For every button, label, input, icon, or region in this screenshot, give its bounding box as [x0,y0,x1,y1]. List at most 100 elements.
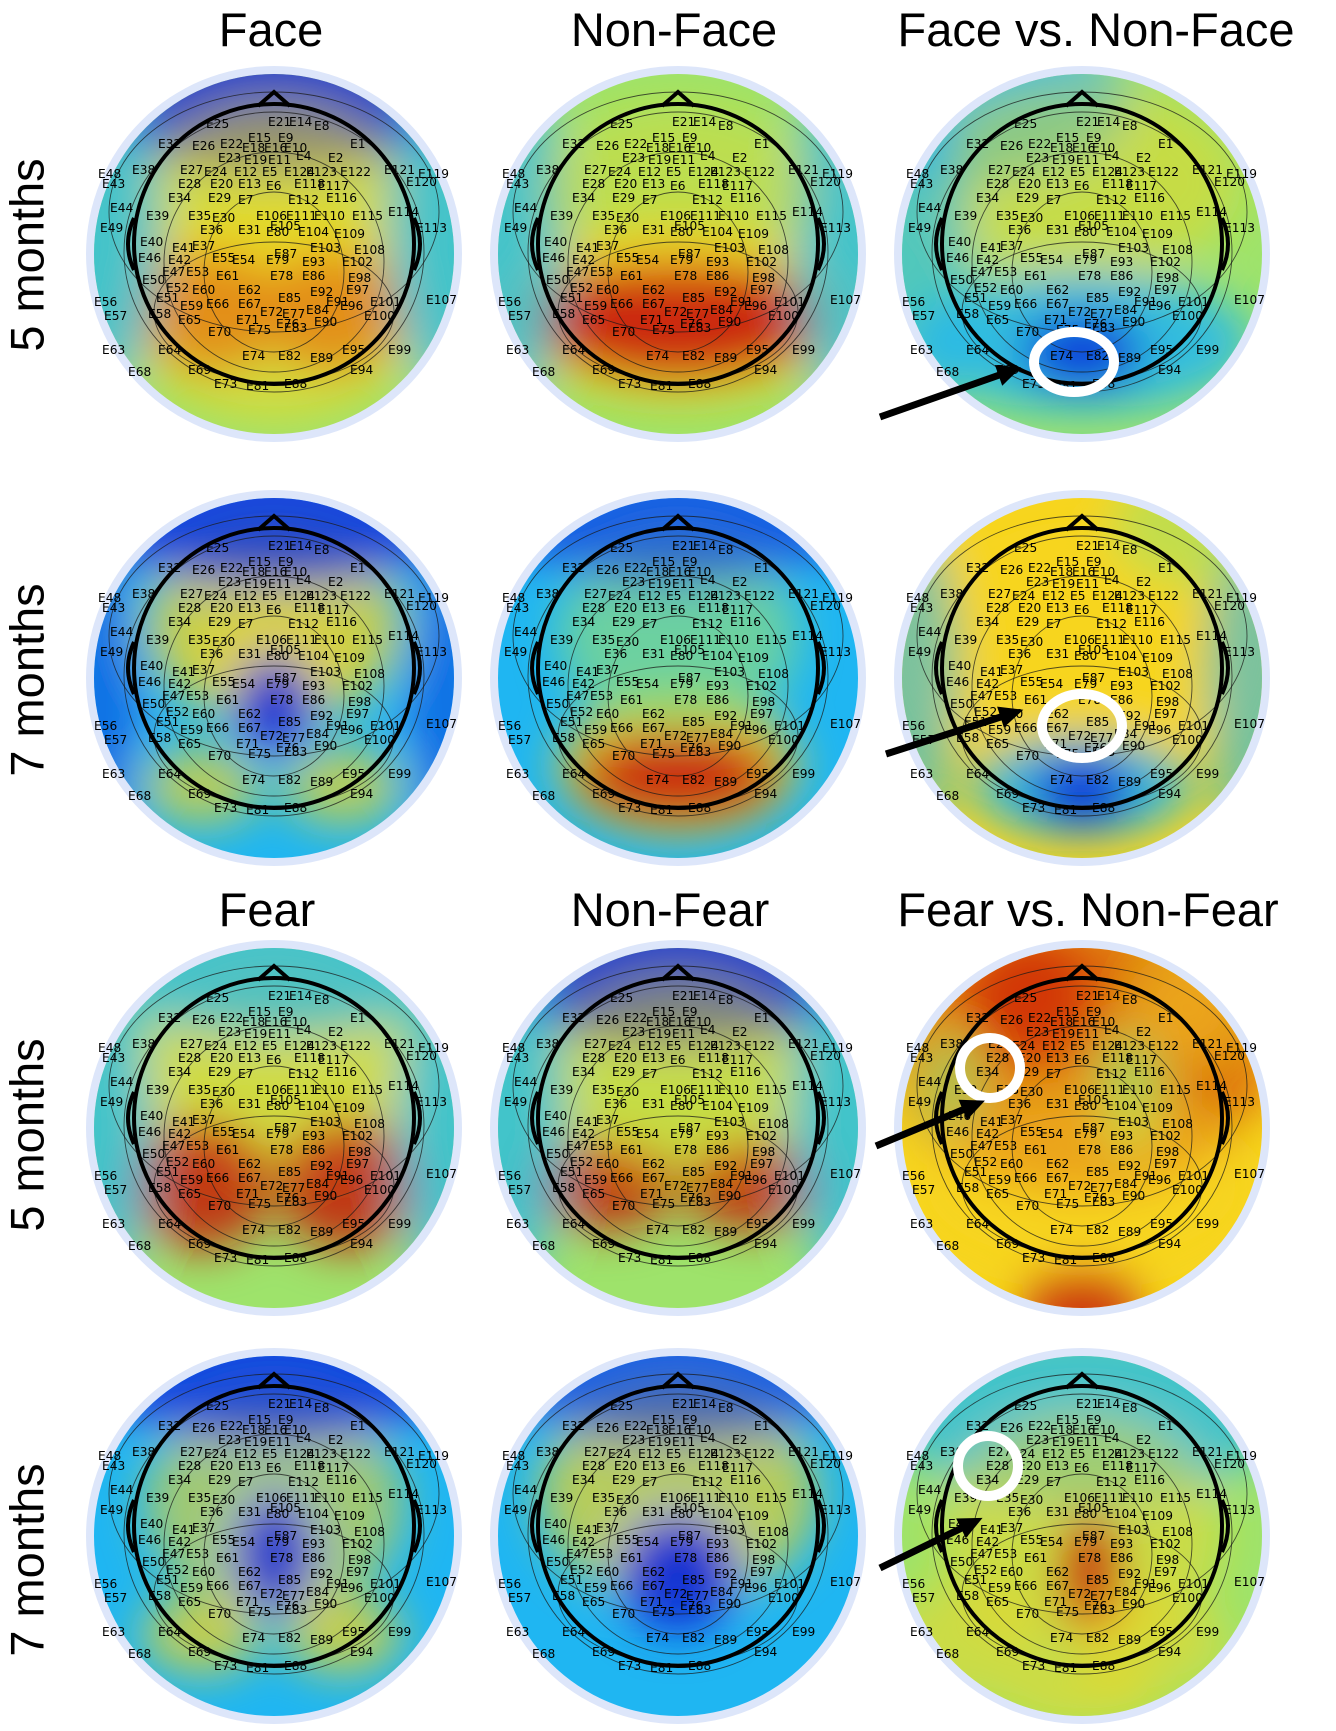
electrode-label: E21 [1076,539,1099,553]
electrode-label: E32 [562,561,585,575]
electrode-label: E99 [1196,343,1219,357]
electrode-label: E70 [612,1199,635,1213]
electrode-label: E51 [156,1165,179,1179]
electrode-label: E57 [104,309,127,323]
electrode-label: E23 [218,1025,241,1039]
electrode-label: E23 [1026,1433,1049,1447]
electrode-label: E9 [1086,555,1101,569]
electrode-label: E104 [702,1099,733,1113]
electrode-label: E62 [238,1565,261,1579]
electrode-label: E71 [236,737,259,751]
electrode-label: E26 [1000,139,1023,153]
electrode-label: E83 [688,745,711,759]
electrode-label: E54 [636,677,659,691]
electrode-label: E30 [1020,1493,1043,1507]
electrode-label: E5 [666,589,681,603]
electrode-label: E73 [214,377,237,391]
electrode-label: E50 [546,1147,569,1161]
electrode-label: E49 [504,1095,527,1109]
row-label-5-months-fear: 5 months [0,1038,54,1232]
electrode-label: E98 [348,271,371,285]
electrode-label: E68 [532,365,555,379]
electrode-label: E107 [426,1167,457,1181]
electrode-label: E28 [986,1051,1009,1065]
electrode-label: E105 [270,643,301,657]
electrode-label: E93 [302,255,325,269]
electrode-label: E111 [690,633,721,647]
electrode-label: E72 [260,305,283,319]
electrode-label: E42 [976,1535,999,1549]
electrode-label: E83 [284,745,307,759]
electrode-label: E65 [986,1595,1009,1609]
electrode-label: E50 [950,273,973,287]
electrode-label: E48 [98,167,121,181]
electrode-label: E118 [698,1051,729,1065]
electrode-label: E117 [722,1053,753,1067]
electrode-label: E12 [234,589,257,603]
electrode-label: E29 [1016,1473,1039,1487]
electrode-label: E115 [756,209,787,223]
electrode-label: E98 [348,1145,371,1159]
electrode-label: E107 [1234,293,1265,307]
electrode-label: E46 [138,675,161,689]
electrode-label: E8 [718,993,733,1007]
electrode-label: E88 [1092,1659,1115,1673]
electrode-label: E72 [1068,1179,1091,1193]
electrode-label: E4 [296,1023,312,1037]
electrode-label: E80 [266,225,289,239]
electrode-label: E56 [498,295,521,309]
electrode-label: E38 [132,587,155,601]
electrode-label: E88 [688,1251,711,1265]
electrode-label: E123 [1114,1039,1145,1053]
electrode-label: E4 [296,573,312,587]
electrode-label: E74 [1050,773,1073,787]
electrode-label: E31 [238,223,261,237]
electrode-label: E103 [1118,1523,1149,1537]
electrode-label: E53 [590,689,613,703]
electrode-label: E68 [936,365,959,379]
electrode-label: E35 [996,633,1019,647]
electrode-label: E96 [340,1173,363,1187]
electrode-label: E74 [1050,1631,1073,1645]
electrode-label: E108 [758,667,789,681]
electrode-label: E43 [506,177,529,191]
electrode-label: E16 [1072,1423,1095,1437]
electrode-label: E109 [738,227,769,241]
electrode-label: E30 [212,211,235,225]
electrode-label: E16 [668,141,691,155]
electrode-label: E77 [282,307,305,321]
electrode-label: E1 [350,561,365,575]
electrode-label: E100 [1172,1183,1203,1197]
electrode-label: E106 [1064,1491,1095,1505]
electrode-label: E5 [666,1447,681,1461]
electrode-label: E118 [1102,1051,1133,1065]
electrode-label: E9 [278,131,293,145]
electrode-label: E16 [264,141,287,155]
electrode-label: E96 [744,299,767,313]
electrode-label: E74 [1050,349,1073,363]
electrode-label: E120 [810,175,841,189]
electrode-label: E7 [1046,1067,1061,1081]
electrode-label: E58 [956,1589,979,1603]
electrode-label: E82 [1086,1223,1109,1237]
electrode-label: E81 [246,803,269,817]
electrode-label: E96 [744,723,767,737]
electrode-label: E120 [810,1457,841,1471]
electrode-label: E99 [792,767,815,781]
electrode-label: E98 [1156,1145,1179,1159]
electrode-label: E112 [692,1067,723,1081]
electrode-label: E62 [238,707,261,721]
electrode-label: E53 [186,1547,209,1561]
electrode-label: E97 [750,1565,773,1579]
electrode-label: E4 [700,573,716,587]
electrode-label: E58 [956,307,979,321]
electrode-label: E52 [974,1563,997,1577]
electrode-label: E121 [384,1037,415,1051]
electrode-label: E115 [1160,633,1191,647]
electrode-label: E9 [682,1413,697,1427]
electrode-label: E117 [318,603,349,617]
nose-icon [660,1371,696,1390]
electrode-label: E69 [188,363,211,377]
